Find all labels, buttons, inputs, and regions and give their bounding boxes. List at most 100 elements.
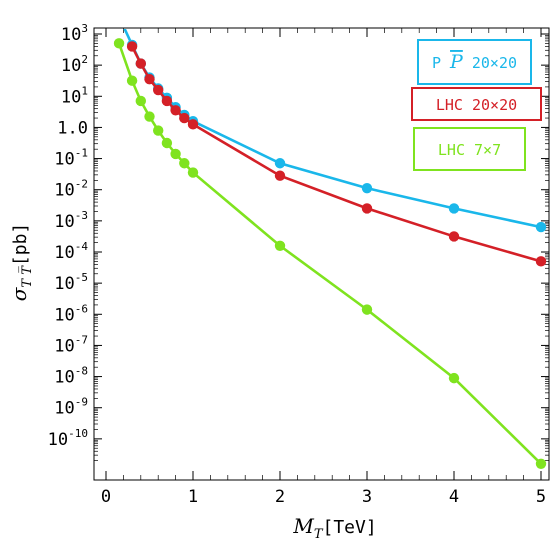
- y-tick-exponent: 3: [81, 22, 88, 35]
- y-axis-label-main: σ: [7, 286, 31, 301]
- data-point: [187, 167, 199, 178]
- y-tick-base: 10: [61, 56, 81, 76]
- x-axis-label-sub: T: [314, 527, 324, 542]
- y-tick-exponent: -6: [75, 302, 88, 315]
- data-point: [126, 41, 138, 52]
- y-tick-base: 10: [54, 243, 74, 263]
- series-1: [126, 41, 547, 267]
- y-tick-label: 101: [61, 84, 88, 107]
- data-point: [274, 240, 286, 251]
- plot-border: [93, 27, 550, 481]
- data-point: [161, 137, 173, 149]
- legend-label-part: P: [449, 51, 464, 73]
- data-point: [170, 105, 181, 116]
- y-tick-base: 10: [48, 430, 68, 450]
- plot-frame: [93, 27, 550, 481]
- x-axis-label: MT[TeV]: [292, 514, 376, 542]
- y-tick-base: 1.0: [57, 118, 88, 138]
- x-tick-label: 0: [101, 487, 111, 507]
- data-point: [179, 112, 190, 124]
- y-tick-exponent: 1: [81, 84, 88, 97]
- y-tick-label: 103: [61, 22, 88, 45]
- y-tick-exponent: 2: [81, 53, 88, 66]
- y-tick-base: 10: [54, 336, 74, 356]
- y-axis-ticks: 1031021011.010-110-210-310-410-510-610-7…: [48, 22, 549, 461]
- x-tick-label: 4: [449, 487, 459, 507]
- data-point: [361, 304, 373, 315]
- y-axis-label-sub: T T̅: [19, 265, 35, 288]
- y-tick-label: 1.0: [57, 118, 88, 138]
- y-tick-base: 10: [54, 399, 74, 419]
- y-tick-exponent: -4: [75, 240, 89, 253]
- y-tick-exponent: -9: [75, 396, 88, 409]
- y-tick-label: 10-6: [54, 302, 88, 325]
- data-point: [135, 58, 146, 69]
- x-axis-label-unit: [TeV]: [322, 517, 376, 538]
- legend-label-part: LHC 20×20: [436, 96, 517, 114]
- data-point: [179, 158, 190, 169]
- legend-label-part: 20×20: [463, 54, 517, 72]
- data-point: [144, 111, 155, 122]
- data-point: [170, 148, 181, 160]
- y-tick-exponent: -2: [75, 178, 88, 191]
- series-2: [113, 38, 547, 469]
- y-tick-label: 10-1: [54, 147, 88, 170]
- y-tick-label: 10-8: [54, 365, 88, 388]
- y-tick-base: 10: [54, 368, 74, 388]
- y-tick-exponent: -1: [75, 147, 88, 160]
- data-point: [274, 158, 286, 169]
- y-tick-base: 10: [61, 25, 81, 45]
- legend-label: LHC 20×20: [436, 96, 517, 114]
- y-tick-base: 10: [54, 274, 74, 294]
- data-point: [448, 372, 460, 384]
- y-tick-label: 10-9: [54, 396, 88, 419]
- y-tick-label: 10-3: [54, 209, 88, 232]
- legend: P P 20×20 LHC 20×20 LHC 7×7: [411, 39, 542, 171]
- y-tick-label: 10-7: [54, 333, 88, 356]
- y-axis-label: σT T̅[pb]: [7, 223, 35, 302]
- y-tick-exponent: -5: [75, 271, 88, 284]
- y-axis-label-unit: [pb]: [10, 223, 31, 266]
- y-tick-exponent: -3: [75, 209, 88, 222]
- legend-box: [413, 127, 526, 171]
- data-point: [113, 38, 125, 49]
- y-tick-label: 102: [61, 53, 88, 76]
- series-lines: [113, 29, 547, 469]
- x-axis-label-main: M: [292, 514, 314, 538]
- data-point: [187, 119, 199, 130]
- data-point: [448, 203, 460, 214]
- y-tick-label: 10-5: [54, 271, 88, 294]
- legend-box: [417, 39, 532, 85]
- data-point: [274, 170, 286, 181]
- data-point: [535, 221, 547, 233]
- legend-box: [411, 87, 542, 121]
- y-tick-base: 10: [54, 305, 74, 325]
- data-point: [135, 95, 146, 107]
- data-point: [361, 182, 373, 194]
- data-point: [535, 256, 547, 267]
- data-point: [361, 203, 373, 214]
- legend-label-part: P: [432, 54, 450, 72]
- legend-label-part: LHC 7×7: [438, 141, 501, 159]
- data-point: [535, 458, 547, 469]
- data-point: [144, 73, 155, 85]
- x-axis-ticks: 0 1 2 3 4 5: [101, 28, 546, 507]
- data-point: [161, 95, 173, 107]
- x-tick-label: 3: [362, 487, 372, 507]
- x-tick-label: 5: [536, 487, 546, 507]
- x-tick-label: 1: [188, 487, 198, 507]
- y-tick-base: 10: [54, 181, 74, 201]
- data-point: [153, 125, 164, 136]
- y-tick-exponent: -10: [68, 427, 88, 440]
- y-tick-exponent: -8: [75, 365, 88, 378]
- data-point: [153, 84, 164, 96]
- legend-label: P P 20×20: [432, 51, 517, 73]
- y-tick-exponent: -7: [75, 333, 88, 346]
- y-tick-base: 10: [54, 212, 74, 232]
- y-tick-label: 10-4: [54, 240, 88, 263]
- data-point: [126, 75, 138, 86]
- y-tick-label: 10-2: [54, 178, 88, 201]
- data-point: [448, 231, 460, 242]
- y-tick-base: 10: [54, 150, 74, 170]
